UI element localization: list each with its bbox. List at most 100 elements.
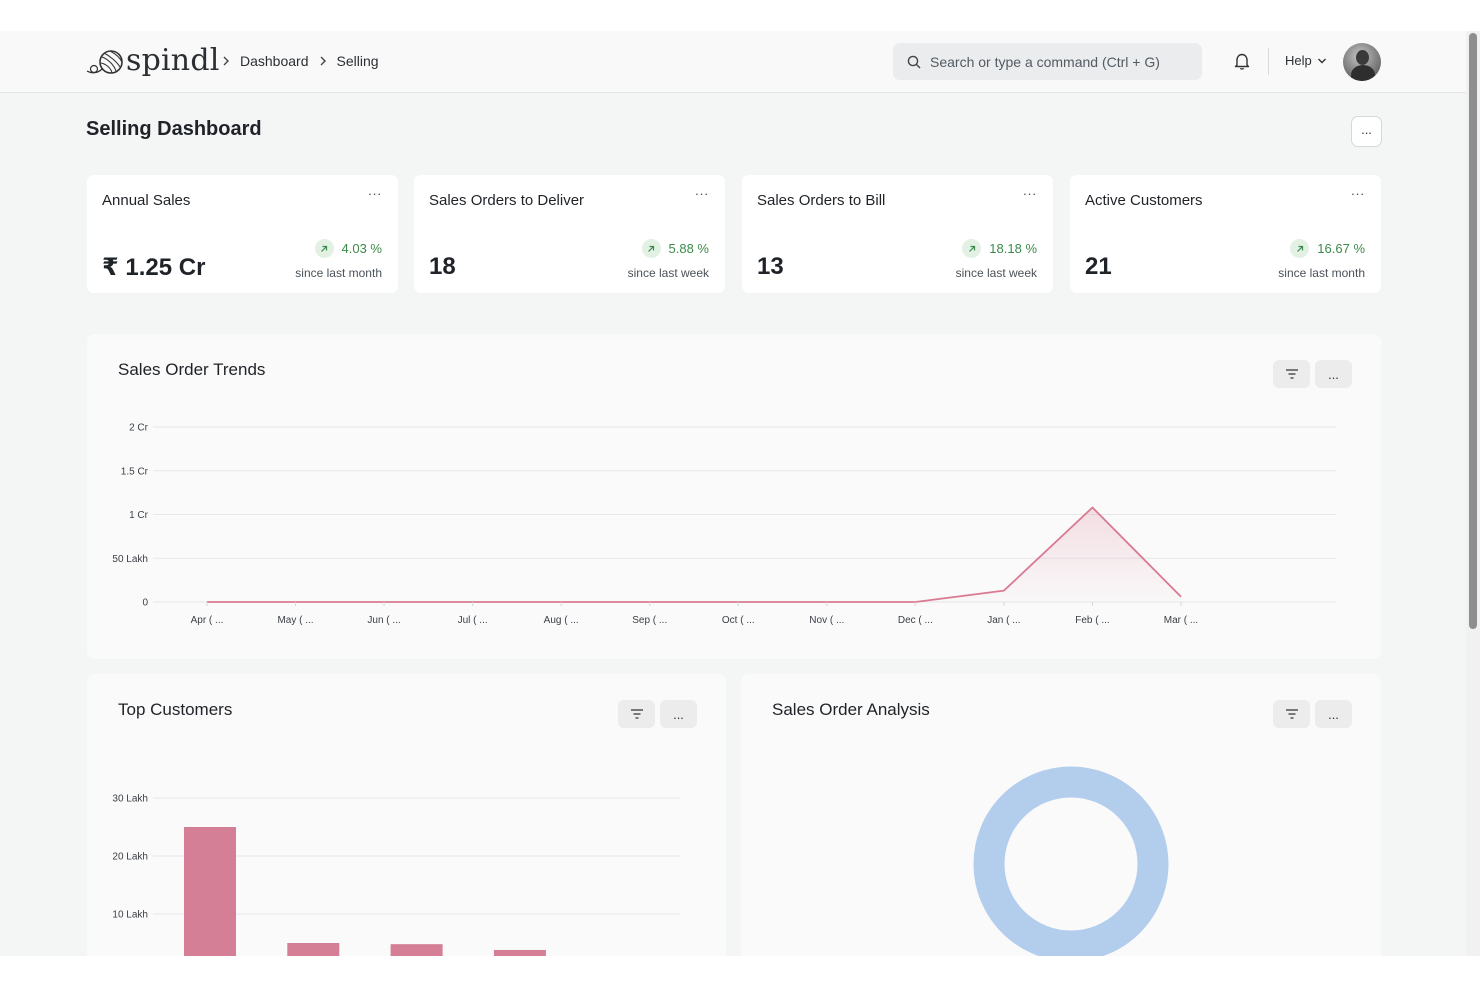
logo-text: spindl [126, 43, 220, 78]
kpi-since: since last month [1278, 266, 1365, 280]
x-tick-label: Nov ( ... [809, 615, 844, 626]
breadcrumb: Dashboard Selling [222, 53, 379, 69]
sales-order-trends-card: Sales Order Trends ... 0 50 Lakh 1 Cr 1.5 C… [87, 334, 1381, 659]
arrow-up-right-icon [962, 239, 982, 258]
kpi-change: 4.03 % [314, 239, 382, 258]
kpi-change-value: 5.88 % [668, 241, 709, 256]
kpi-card-orders-to-bill: Sales Orders to Bill ... 18.18 % 13 sinc… [742, 175, 1053, 293]
kpi-since: since last month [295, 266, 382, 280]
x-tick-label: Sep ( ... [632, 615, 667, 626]
card-title: Top Customers [118, 700, 233, 719]
kpi-card-annual-sales: Annual Sales ... 4.03 % ₹ 1.25 Cr since … [87, 175, 398, 293]
y-tick-label: 50 Lakh [112, 554, 148, 565]
filter-icon [1285, 369, 1298, 379]
sales-order-trends-chart: 0 50 Lakh 1 Cr 1.5 Cr 2 Cr Apr ( ... May ( ...… [112, 423, 1336, 626]
donut-slice [973, 766, 1169, 956]
filter-icon [630, 709, 643, 719]
breadcrumb-selling[interactable]: Selling [336, 53, 379, 69]
arrow-up-right-icon [641, 239, 661, 258]
app-logo[interactable]: spindl [86, 43, 220, 78]
kpi-title: Sales Orders to Bill [757, 192, 886, 209]
kpi-title: Annual Sales [102, 192, 191, 209]
search-input[interactable]: Search or type a command (Ctrl + G) [893, 43, 1202, 80]
bell-icon [1234, 53, 1250, 70]
scrollbar-thumb[interactable] [1469, 33, 1477, 629]
kpi-menu-button[interactable]: ... [1351, 183, 1365, 198]
kpi-card-active-customers: Active Customers ... 16.67 % 21 since la… [1070, 175, 1381, 293]
bar [184, 827, 236, 956]
y-tick-label: 30 Lakh [112, 794, 148, 805]
filter-button[interactable] [618, 700, 655, 728]
navbar-divider [1268, 48, 1269, 75]
kpi-since: since last week [627, 266, 709, 280]
kpi-card-orders-to-deliver: Sales Orders to Deliver ... 5.88 % 18 si… [414, 175, 725, 293]
x-tick-label: Oct ( ... [722, 615, 755, 626]
x-tick-label: May ( ... [277, 615, 313, 626]
y-tick-label: 0 [142, 598, 148, 609]
help-dropdown[interactable]: Help [1285, 53, 1327, 68]
x-tick-label: Jul ( ... [458, 615, 488, 626]
chevron-right-icon [319, 54, 327, 69]
sales-order-analysis-card: Sales Order Analysis ... [741, 674, 1381, 956]
kpi-change-value: 18.18 % [989, 241, 1037, 256]
filter-button[interactable] [1273, 360, 1310, 388]
filter-button[interactable] [1273, 700, 1310, 728]
card-title: Sales Order Analysis [772, 700, 930, 719]
kpi-title: Active Customers [1085, 192, 1203, 209]
bar [287, 943, 340, 956]
breadcrumb-dashboard[interactable]: Dashboard [240, 53, 309, 69]
series-area [207, 507, 1181, 602]
avatar-body [1351, 65, 1375, 81]
chevron-down-icon [1317, 58, 1326, 63]
y-tick-label: 1.5 Cr [121, 466, 149, 477]
card-menu-button[interactable]: ... [1315, 700, 1352, 728]
page-scrollbar[interactable] [1466, 31, 1480, 956]
y-tick-label: 1 Cr [129, 510, 149, 521]
top-navbar: spindl Dashboard Selling Search or type … [0, 31, 1466, 93]
kpi-change-value: 16.67 % [1317, 241, 1365, 256]
kpi-value: 18 [429, 253, 456, 280]
kpi-change: 5.88 % [641, 239, 709, 258]
card-menu-button[interactable]: ... [1315, 360, 1352, 388]
yarn-ball-icon [86, 49, 123, 74]
kpi-value: ₹ 1.25 Cr [102, 254, 206, 281]
x-tick-label: Dec ( ... [898, 615, 933, 626]
app-frame: spindl Dashboard Selling Search or type … [0, 31, 1480, 956]
kpi-title: Sales Orders to Deliver [429, 192, 585, 209]
avatar-head [1356, 50, 1369, 65]
avatar[interactable] [1343, 43, 1381, 81]
y-tick-label: 20 Lakh [112, 852, 148, 863]
filter-icon [1285, 709, 1298, 719]
notifications-button[interactable] [1232, 51, 1252, 76]
series-line [207, 506, 1182, 603]
kpi-menu-button[interactable]: ... [1023, 183, 1037, 198]
x-tick-label: Mar ( ... [1164, 615, 1198, 626]
sales-order-analysis-chart [973, 766, 1169, 956]
kpi-menu-button[interactable]: ... [368, 183, 382, 198]
x-tick-label: Feb ( ... [1075, 615, 1109, 626]
bar [493, 949, 546, 956]
card-title: Sales Order Trends [118, 360, 266, 379]
page-title: Selling Dashboard [86, 118, 262, 140]
chevron-right-icon [222, 54, 230, 69]
x-tick-label: Aug ( ... [544, 615, 579, 626]
arrow-up-right-icon [314, 239, 334, 258]
kpi-value: 13 [757, 253, 784, 280]
y-tick-label: 2 Cr [129, 423, 149, 434]
kpi-change: 16.67 % [1290, 239, 1365, 258]
search-placeholder: Search or type a command (Ctrl + G) [930, 53, 1160, 70]
help-label: Help [1285, 53, 1312, 68]
card-menu-button[interactable]: ... [660, 700, 697, 728]
search-icon [907, 55, 921, 68]
x-tick-label: Jan ( ... [987, 615, 1020, 626]
bar [390, 944, 443, 956]
kpi-value: 21 [1085, 253, 1112, 280]
y-tick-label: 10 Lakh [112, 910, 148, 921]
kpi-menu-button[interactable]: ... [695, 183, 709, 198]
arrow-up-right-icon [1290, 239, 1310, 258]
page-menu-button[interactable]: ... [1351, 116, 1382, 147]
top-customers-card: Top Customers ... 0 10 Lakh 20 Lakh 30 Lakh [87, 674, 726, 956]
kpi-change: 18.18 % [962, 239, 1037, 258]
kpi-change-value: 4.03 % [341, 241, 382, 256]
